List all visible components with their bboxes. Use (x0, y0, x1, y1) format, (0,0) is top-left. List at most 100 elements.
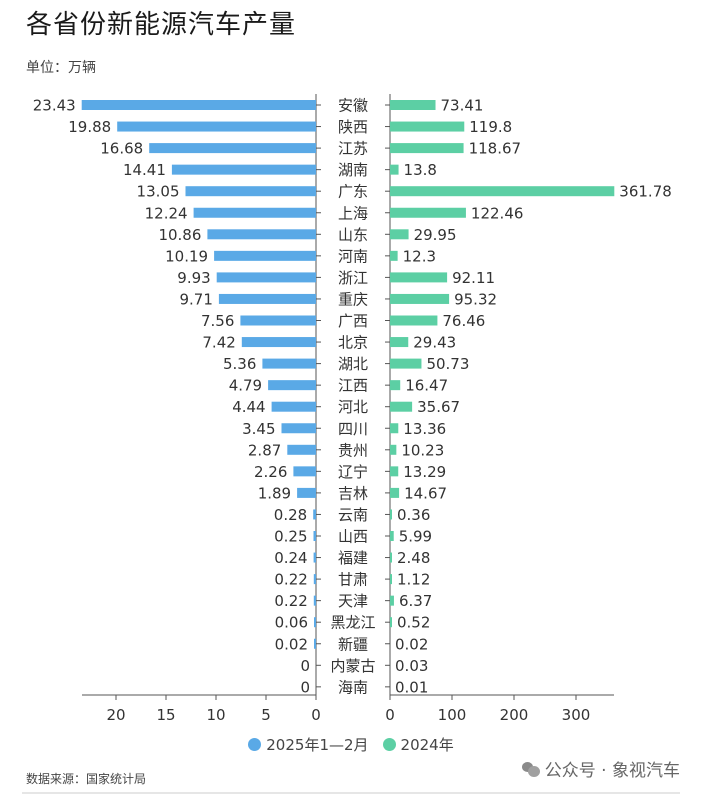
bar-2024[interactable] (390, 293, 450, 304)
bar-2024[interactable] (390, 423, 399, 434)
value-label-2024: 92.11 (452, 269, 495, 287)
value-label-2025: 3.45 (242, 420, 275, 438)
bar-2025[interactable] (218, 293, 316, 304)
bar-2024[interactable] (390, 207, 466, 218)
bar-2025[interactable] (314, 638, 316, 649)
value-label-2025: 4.79 (229, 377, 262, 395)
bar-2025[interactable] (207, 229, 316, 240)
bar-2025[interactable] (117, 121, 316, 132)
bar-2025[interactable] (313, 531, 317, 541)
wechat-account-label: 公众号 · 象视汽车 (544, 761, 680, 781)
value-label-2024: 10.23 (401, 441, 444, 459)
province-label: 云南 (338, 506, 368, 524)
value-label-2025: 0.28 (274, 506, 307, 524)
legend-dot-2025 (248, 738, 262, 751)
chart-title: 各省份新能源汽车产量 (26, 10, 297, 40)
bar-2025[interactable] (193, 207, 316, 218)
province-label: 天津 (338, 592, 368, 610)
bar-2024[interactable] (390, 358, 422, 369)
bar-2025[interactable] (262, 358, 316, 369)
bar-2025[interactable] (241, 337, 316, 348)
right-axis-tick-label: 100 (438, 706, 467, 724)
value-label-2025: 0.24 (274, 549, 307, 567)
bar-2025[interactable] (149, 143, 316, 154)
province-label: 河北 (338, 398, 368, 416)
legend-dot-2024 (382, 738, 396, 751)
unit-label: 单位：万辆 (26, 60, 96, 76)
legend-item-2024[interactable]: 2024年 (382, 734, 454, 755)
bar-2024[interactable] (390, 487, 400, 498)
value-label-2024: 29.43 (413, 334, 456, 352)
wechat-account: 公众号 · 象视汽车 (521, 756, 680, 781)
bar-2024[interactable] (390, 509, 392, 520)
value-label-2024: 16.47 (405, 377, 448, 395)
bar-2025[interactable] (313, 574, 316, 585)
value-label-2025: 9.93 (177, 269, 210, 287)
bar-2024[interactable] (390, 100, 436, 110)
bar-2024[interactable] (390, 595, 394, 606)
bar-2025[interactable] (281, 423, 317, 434)
left-axis-tick-label: 10 (206, 706, 225, 724)
divider (22, 792, 680, 794)
province-label: 湖北 (338, 355, 368, 373)
bar-2025[interactable] (271, 401, 316, 412)
value-label-2025: 14.41 (123, 161, 166, 179)
bar-2024[interactable] (390, 121, 465, 132)
bar-2024[interactable] (390, 574, 392, 585)
bar-2024[interactable] (390, 272, 448, 283)
right-axis-tick-label: 0 (385, 706, 395, 724)
value-label-2024: 6.37 (399, 592, 432, 610)
province-label: 江苏 (338, 140, 368, 158)
value-label-2024: 95.32 (454, 290, 497, 308)
bar-2024[interactable] (390, 229, 409, 240)
bar-2024[interactable] (390, 466, 399, 477)
bar-2024[interactable] (390, 250, 398, 261)
value-label-2024: 1.12 (397, 571, 430, 589)
legend-item-2025[interactable]: 2025年1—2月 (248, 734, 369, 755)
value-label-2024: 29.95 (414, 226, 457, 244)
value-label-2025: 10.19 (165, 247, 208, 265)
bar-2025[interactable] (297, 487, 316, 498)
bar-2024[interactable] (390, 380, 401, 391)
bar-2025[interactable] (313, 552, 316, 563)
bar-2025[interactable] (214, 250, 316, 261)
value-label-2024: 119.8 (469, 118, 512, 136)
bar-2025[interactable] (240, 315, 316, 326)
bar-2024[interactable] (390, 531, 394, 541)
bar-2025[interactable] (268, 380, 316, 391)
value-label-2025: 19.88 (68, 118, 111, 136)
bar-2025[interactable] (287, 444, 316, 455)
butterfly-bar-chart: 23.43 73.41 安徽 19.88 119.8 陕西 16.68 118.67 江苏 14.… (33, 94, 672, 724)
province-label: 山东 (338, 226, 368, 244)
bar-2024[interactable] (390, 444, 397, 455)
bar-2025[interactable] (313, 509, 316, 520)
value-label-2025: 0.22 (274, 571, 307, 589)
value-label-2024: 0.36 (397, 506, 430, 524)
province-label: 内蒙古 (330, 657, 375, 675)
bar-2024[interactable] (390, 164, 399, 175)
province-label: 四川 (338, 420, 368, 438)
left-axis-tick-label: 5 (261, 706, 271, 724)
bar-2025[interactable] (81, 100, 316, 110)
bar-2025[interactable] (293, 466, 316, 477)
bar-2024[interactable] (390, 401, 413, 412)
bar-2025[interactable] (185, 186, 317, 197)
value-label-2025: 4.44 (232, 398, 265, 416)
province-label: 江西 (338, 377, 368, 395)
bar-2025[interactable] (314, 617, 316, 628)
bar-2024[interactable] (390, 186, 615, 197)
bar-2025[interactable] (216, 272, 316, 283)
wechat-icon (521, 761, 540, 777)
value-label-2025: 16.68 (100, 140, 143, 158)
value-label-2024: 76.46 (442, 312, 485, 330)
bar-2024[interactable] (390, 337, 409, 348)
province-label: 广东 (338, 183, 368, 201)
value-label-2025: 0 (300, 678, 310, 696)
bar-2024[interactable] (390, 315, 438, 326)
bar-2024[interactable] (390, 552, 392, 563)
bar-2025[interactable] (171, 164, 316, 175)
province-label: 辽宁 (338, 463, 368, 481)
bar-2025[interactable] (313, 595, 316, 606)
bar-2024[interactable] (390, 617, 392, 628)
bar-2024[interactable] (390, 143, 464, 154)
